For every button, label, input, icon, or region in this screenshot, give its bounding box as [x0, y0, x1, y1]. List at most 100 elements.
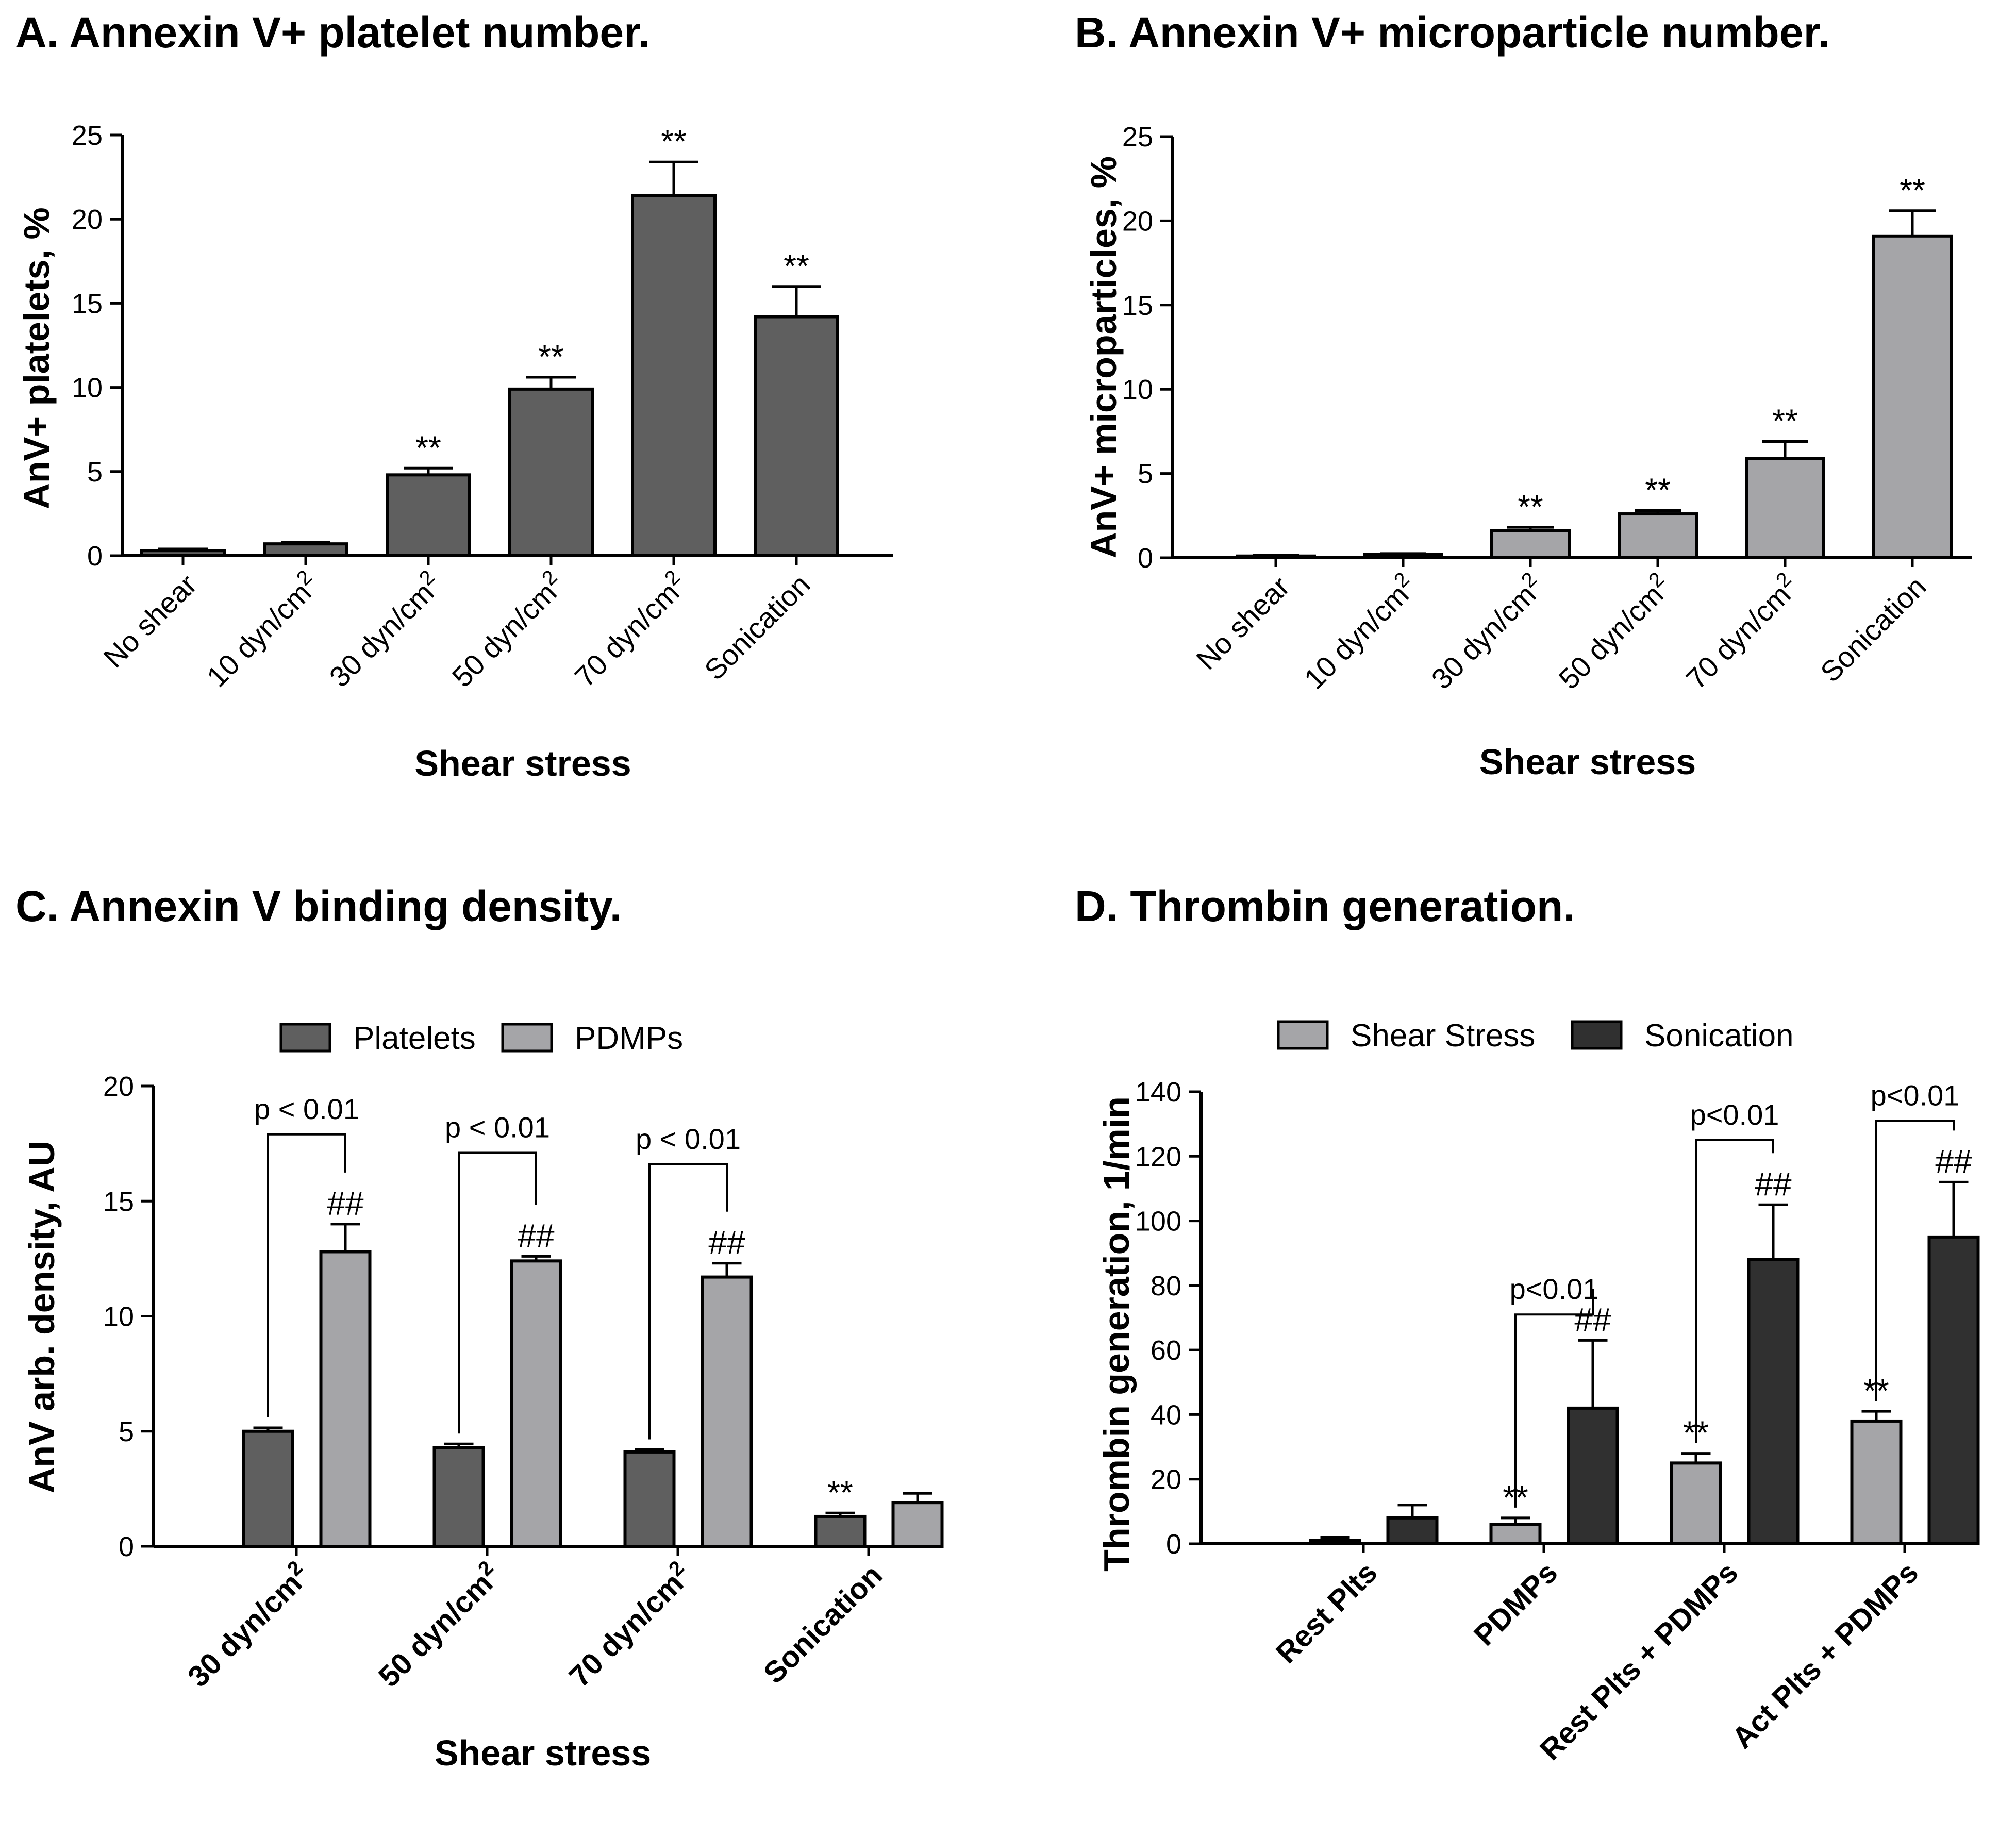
bar — [242, 1429, 294, 1548]
significance-bracket — [458, 1151, 537, 1434]
significance-mark: ** — [1645, 471, 1671, 508]
y-tick-label: 15 — [103, 1186, 134, 1217]
bar — [140, 549, 226, 558]
y-tick-label: 15 — [72, 288, 103, 319]
y-tick-label: 140 — [1135, 1077, 1181, 1108]
y-tick-label: 20 — [1122, 206, 1153, 237]
x-tick-label: No shear — [1190, 570, 1295, 676]
panel-c: C. Annexin V binding density. 0 5 10 15 20 AnV… — [15, 882, 944, 1773]
y-axis-title: AnV+ microparticles, % — [1084, 156, 1124, 558]
bar — [701, 1275, 753, 1548]
significance-mark: ** — [1900, 172, 1925, 209]
x-tick-label-text: 70 dyn/cm — [563, 1566, 690, 1694]
legend-label: Platelets — [353, 1021, 476, 1056]
x-tick-label: 30 dyn/cm2 — [179, 1557, 316, 1694]
y-tick-label: 5 — [87, 457, 103, 488]
bar — [1927, 1235, 1980, 1545]
x-tick-label-text: 30 dyn/cm — [181, 1566, 309, 1694]
bar — [814, 1514, 867, 1548]
p-value-label: p<0.01 — [1871, 1079, 1960, 1111]
x-tick-label: 30 dyn/cm2 — [1423, 568, 1550, 695]
significance-mark: ## — [327, 1185, 364, 1222]
x-tick-label-text: 50 dyn/cm — [1553, 578, 1670, 695]
y-tick-label: 10 — [72, 373, 103, 404]
x-tick-label-text: Sonication — [1814, 570, 1932, 688]
x-axis-title: Shear stress — [1479, 742, 1696, 782]
x-tick-label: 50 dyn/cm2 — [1550, 568, 1677, 695]
x-tick-label: Sonication — [757, 1558, 889, 1690]
bar — [386, 473, 471, 557]
bar — [432, 1446, 485, 1548]
bar — [1567, 1406, 1619, 1545]
x-tick-label-text: Sonication — [757, 1558, 889, 1690]
legend-swatch — [1571, 1020, 1623, 1050]
y-tick-label: 10 — [1122, 374, 1153, 405]
x-tick-label: Rest Plts + PDMPs — [1534, 1556, 1745, 1767]
bar — [1670, 1461, 1722, 1545]
panel-b: B. Annexin V+ microparticle number. 0 5 10 1… — [1075, 8, 1972, 782]
x-tick-label: 30 dyn/cm2 — [321, 566, 448, 693]
y-tick-label: 100 — [1135, 1206, 1181, 1237]
x-tick-label-text: Rest Plts + PDMPs — [1534, 1556, 1745, 1767]
bar — [263, 542, 348, 557]
y-tick-label: 0 — [1166, 1529, 1181, 1560]
significance-mark: ## — [1755, 1165, 1792, 1203]
p-value-label: p<0.01 — [1510, 1273, 1599, 1305]
x-tick-label-text: 50 dyn/cm — [446, 576, 563, 693]
y-tick-label: 80 — [1151, 1271, 1181, 1301]
significance-bracket — [267, 1133, 346, 1418]
x-tick-label-text: 70 dyn/cm — [569, 576, 686, 693]
bar — [1850, 1419, 1903, 1545]
significance-mark: ** — [1518, 488, 1543, 525]
x-tick-label: No shear — [97, 568, 203, 674]
panel-title: B. Annexin V+ microparticle number. — [1075, 8, 1830, 57]
y-axis-title: AnV+ platelets, % — [16, 207, 57, 509]
x-tick-label-text: Sonication — [698, 568, 816, 686]
x-tick-label-text: No shear — [1190, 570, 1295, 676]
x-tick-label-text: 10 dyn/cm — [1298, 578, 1415, 695]
x-tick-label: Sonication — [698, 568, 816, 686]
bar — [1309, 1539, 1361, 1545]
x-tick-label: 10 dyn/cm2 — [1295, 568, 1423, 695]
x-tick-label-text: 50 dyn/cm — [372, 1566, 499, 1694]
significance-bracket — [648, 1163, 728, 1440]
x-tick-label: Sonication — [1814, 570, 1932, 688]
bar — [1747, 1258, 1800, 1546]
bar — [1489, 1523, 1542, 1546]
x-tick-label-text: Act Plts + PDMPs — [1725, 1556, 1925, 1755]
y-tick-label: 60 — [1151, 1335, 1181, 1366]
p-value-label: p < 0.01 — [636, 1123, 741, 1155]
significance-bracket — [1695, 1139, 1774, 1443]
bar — [754, 315, 839, 558]
x-tick-label-text: Rest Plts — [1270, 1556, 1384, 1670]
y-tick-label: 120 — [1135, 1141, 1181, 1172]
panel-title: D. Thrombin generation. — [1075, 882, 1575, 930]
x-tick-label-text: 10 dyn/cm — [201, 576, 318, 693]
legend-label: Sonication — [1644, 1018, 1794, 1054]
x-tick-label: 50 dyn/cm2 — [443, 566, 571, 693]
y-tick-label: 40 — [1151, 1399, 1181, 1430]
x-tick-label: 70 dyn/cm2 — [561, 1557, 698, 1694]
significance-mark: ## — [1935, 1143, 1972, 1180]
x-tick-label: 70 dyn/cm2 — [1677, 568, 1805, 695]
panel-d: D. Thrombin generation. 0 20 40 60 80 100 120 14… — [1075, 882, 1980, 1767]
y-axis-title: AnV arb. density, AU — [22, 1141, 62, 1494]
x-tick-label: Rest Plts — [1270, 1556, 1384, 1670]
bar — [1363, 553, 1443, 559]
x-tick-label: Act Plts + PDMPs — [1725, 1556, 1925, 1755]
significance-mark: ** — [1772, 403, 1798, 440]
y-tick-label: 25 — [1122, 122, 1153, 153]
legend-swatch — [1277, 1020, 1329, 1050]
significance-bracket — [1875, 1120, 1955, 1401]
significance-mark: ** — [661, 123, 687, 160]
x-tick-label-text: 30 dyn/cm — [323, 576, 440, 693]
x-tick-label: PDMPs — [1468, 1556, 1564, 1652]
bar — [891, 1501, 944, 1548]
y-tick-label: 25 — [72, 120, 103, 151]
panel-title: C. Annexin V binding density. — [15, 882, 622, 930]
y-tick-label: 0 — [87, 541, 103, 572]
x-tick-label: 10 dyn/cm2 — [198, 566, 325, 693]
legend-swatch — [501, 1023, 553, 1053]
y-tick-label: 5 — [1138, 459, 1153, 490]
